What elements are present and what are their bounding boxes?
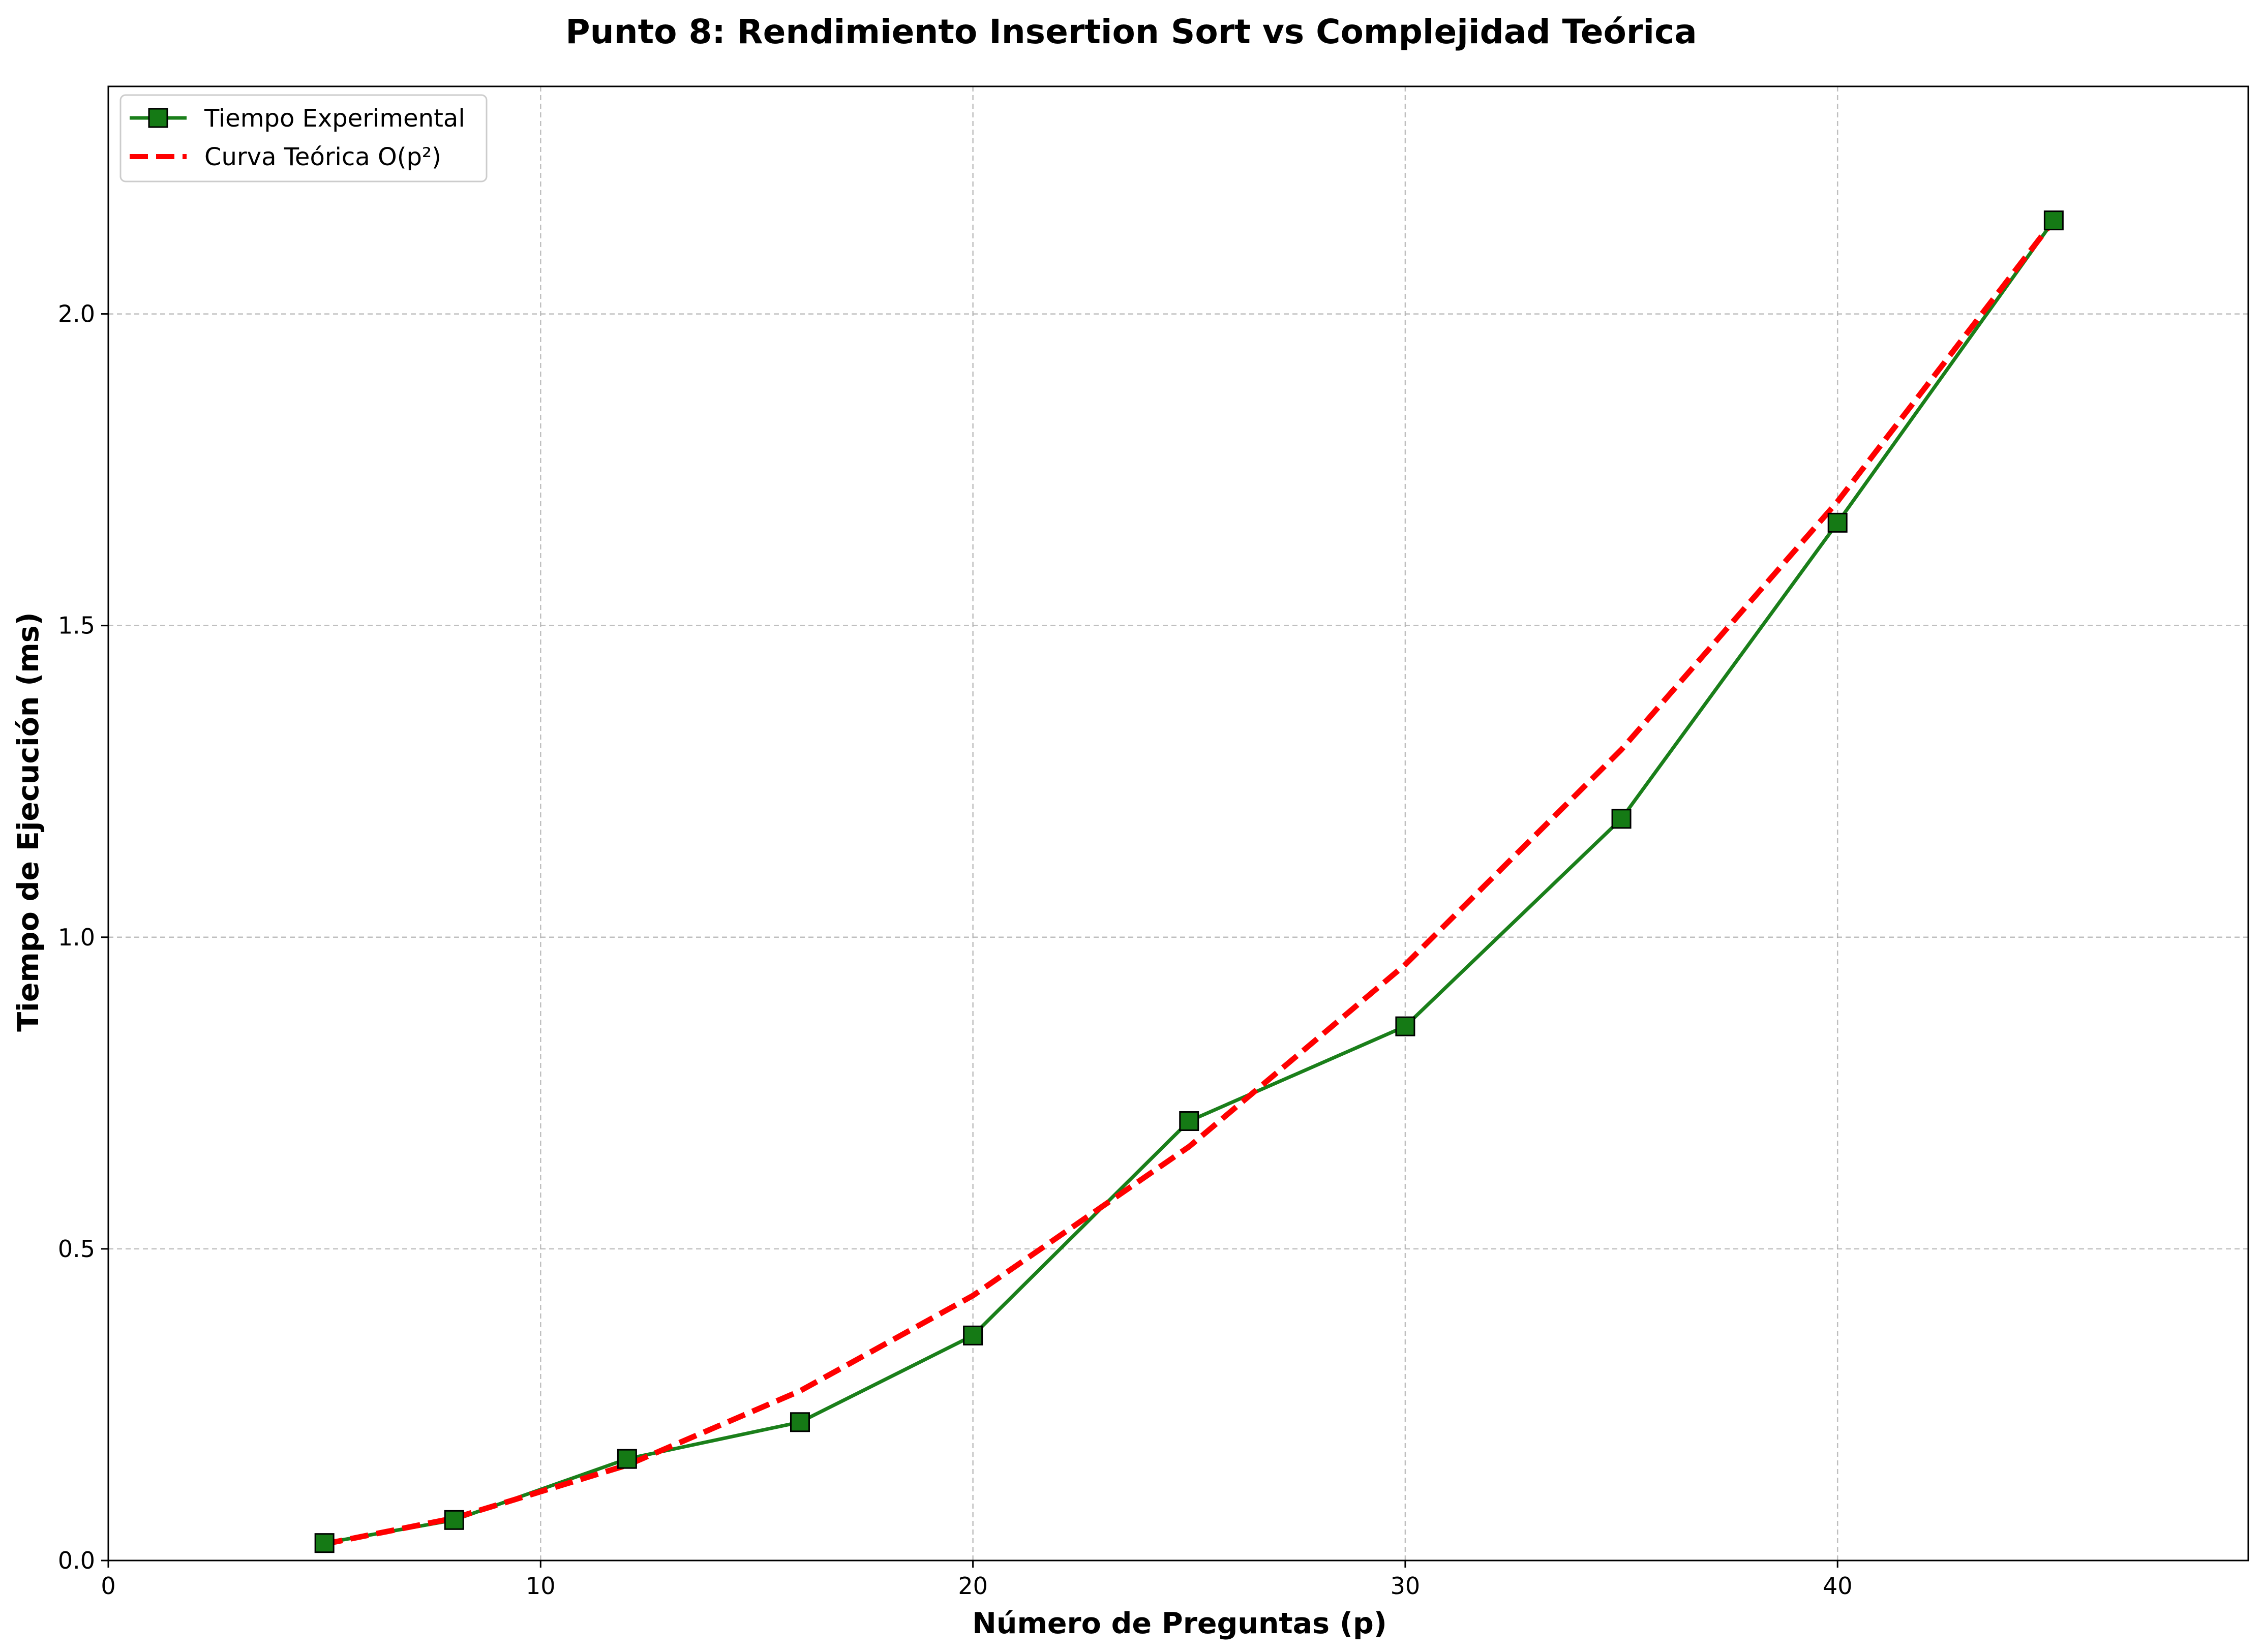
y-tick-label: 0.0 — [58, 1547, 95, 1574]
data-point-marker — [617, 1449, 637, 1469]
y-tick-label: 2.0 — [58, 300, 95, 328]
y-tick-label: 1.5 — [58, 612, 95, 639]
data-point-marker — [1827, 512, 1848, 533]
series-line-theoretical — [324, 219, 2056, 1547]
y-tick-label: 1.0 — [58, 924, 95, 951]
y-axis-label: Tiempo de Ejecución (ms) — [12, 612, 45, 1031]
x-tick-label: 10 — [526, 1572, 556, 1600]
grid-layer — [108, 86, 2248, 1561]
legend: Tiempo Experimental Curva Teórica O(p²) — [119, 94, 488, 182]
data-point-marker — [1611, 809, 1632, 829]
legend-label-theoretical: Curva Teórica O(p²) — [204, 143, 441, 171]
legend-label-experimental: Tiempo Experimental — [204, 104, 465, 133]
axes-layer: 0 10 20 30 40 0.0 0.5 1.0 1.5 2.0 — [58, 85, 2249, 1600]
data-point-marker — [790, 1412, 810, 1432]
data-point-marker — [2043, 210, 2064, 231]
data-point-marker — [444, 1510, 464, 1530]
plot-frame — [107, 85, 2249, 1562]
x-axis-label: Número de Preguntas (p) — [972, 1607, 1387, 1640]
x-tick-label: 30 — [1391, 1572, 1421, 1600]
legend-box — [119, 94, 488, 182]
y-tick-label: 0.5 — [58, 1235, 95, 1263]
data-point-marker — [314, 1533, 335, 1553]
data-point-marker — [963, 1325, 983, 1345]
legend-marker-experimental — [148, 108, 168, 128]
chart-title: Punto 8: Rendimiento Insertion Sort vs C… — [565, 12, 1697, 51]
x-tick-label: 20 — [958, 1572, 988, 1600]
x-tick-label: 40 — [1823, 1572, 1853, 1600]
series-line-experimental — [324, 219, 2056, 1545]
series-layer — [314, 210, 2064, 1553]
data-point-marker — [1179, 1111, 1199, 1131]
data-point-marker — [1395, 1016, 1415, 1036]
x-tick-label: 0 — [101, 1572, 115, 1600]
